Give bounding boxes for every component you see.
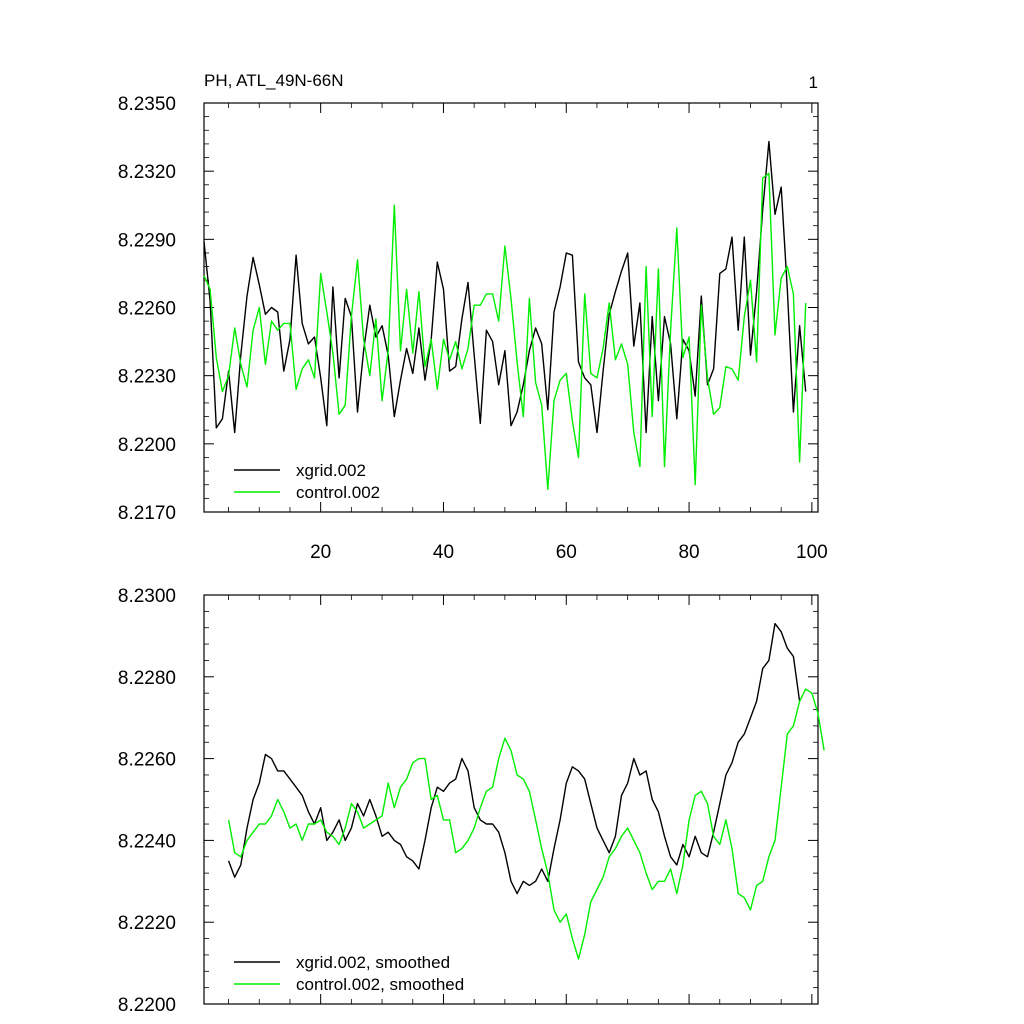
x-tick-label: 20 [310, 542, 331, 563]
series-line-xgrid [227, 622, 801, 895]
top-legend: xgrid.002 control.002 [234, 461, 380, 502]
top-plot-frame [203, 102, 819, 513]
y-tick-label: 8.2240 [118, 831, 176, 852]
bottom-axis-ticks: 8.2200 8.2220 8.2240 8.2260 8.2280 8.2300 [118, 586, 818, 1016]
y-tick-label: 8.2350 [118, 94, 176, 115]
y-tick-label: 8.2220 [118, 913, 176, 934]
x-tick-label: 60 [556, 542, 577, 563]
y-tick-label: 8.2260 [118, 299, 176, 320]
top-series-lines [203, 140, 807, 490]
top-axis-ticks: 8.2170 8.2200 8.2230 8.2260 8.2290 8.2320 8.23… [118, 94, 828, 563]
legend-label-xgrid: xgrid.002 [296, 461, 366, 480]
y-tick-label: 8.2200 [118, 995, 176, 1016]
y-tick-label: 8.2170 [118, 503, 176, 524]
bottom-line-chart: 8.2200 8.2220 8.2240 8.2260 8.2280 8.2300 xgr… [118, 586, 825, 1016]
chart-title: PH, ATL_49N-66N [204, 71, 344, 90]
bottom-plot-frame [203, 594, 819, 1005]
series-line-control [203, 172, 807, 490]
y-tick-label: 8.2300 [118, 586, 176, 607]
y-tick-label: 8.2230 [118, 367, 176, 388]
top-line-chart: PH, ATL_49N-66N 1 8.2170 8.2200 8.2230 8.22… [118, 71, 828, 563]
bottom-series-lines [227, 622, 825, 960]
y-tick-label: 8.2260 [118, 750, 176, 771]
x-tick-label: 80 [678, 542, 699, 563]
legend-label-control-smoothed: control.002, smoothed [296, 975, 464, 994]
bottom-legend: xgrid.002, smoothed control.002, smoothe… [234, 953, 464, 994]
y-tick-label: 8.2280 [118, 668, 176, 689]
legend-label-control: control.002 [296, 483, 380, 502]
x-tick-label: 40 [433, 542, 454, 563]
panel-number-label: 1 [809, 73, 818, 92]
legend-label-xgrid-smoothed: xgrid.002, smoothed [296, 953, 450, 972]
series-line-xgrid [203, 140, 807, 434]
y-tick-label: 8.2320 [118, 162, 176, 183]
y-tick-label: 8.2200 [118, 435, 176, 456]
x-tick-label: 100 [796, 542, 828, 563]
y-tick-label: 8.2290 [118, 230, 176, 251]
series-line-control [227, 688, 825, 960]
